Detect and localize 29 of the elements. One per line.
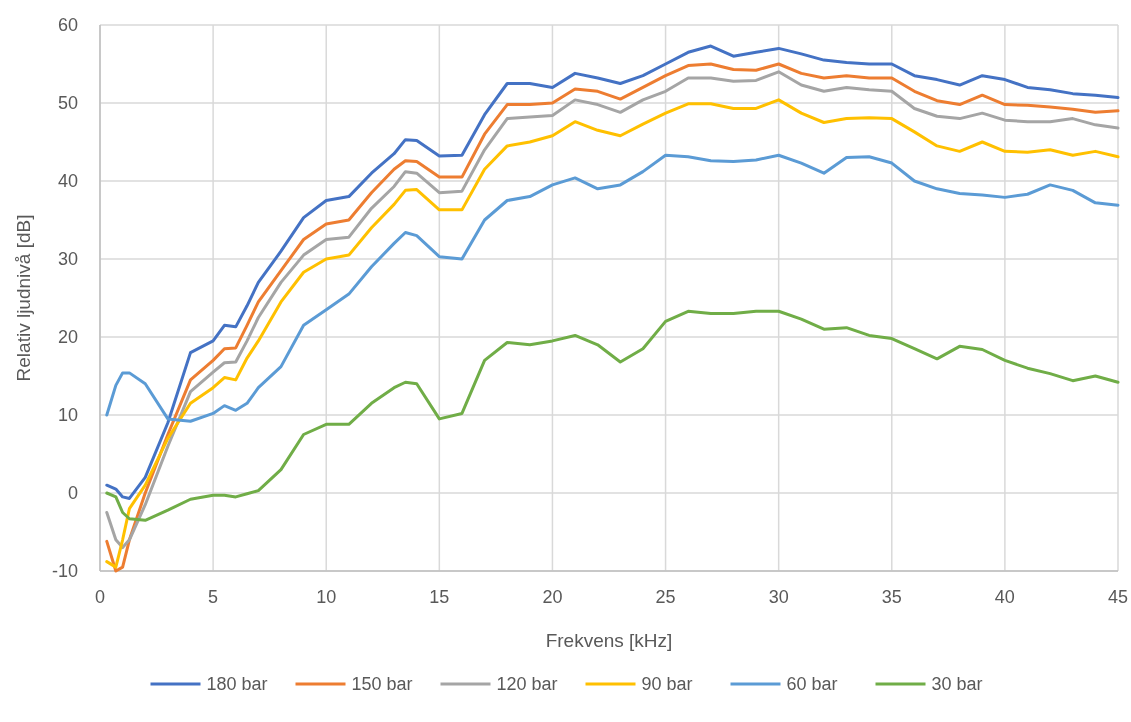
line-series [105, 44, 1120, 500]
legend-label: 60 bar [786, 674, 838, 694]
x-tick-label: 0 [94, 587, 106, 607]
y-axis-title: Relativ ljudnivå [dB] [13, 214, 34, 382]
legend-label: 180 bar [206, 674, 268, 694]
x-tick-label: 25 [655, 587, 676, 607]
x-tick-label: 5 [208, 587, 219, 607]
legend-label: 150 bar [351, 674, 413, 694]
legend-label: 120 bar [496, 674, 558, 694]
x-tick-label: 30 [768, 587, 789, 607]
x-tick-label: 20 [542, 587, 563, 607]
legend-label: 30 bar [931, 674, 983, 694]
y-tick-label: 0 [67, 483, 78, 503]
x-axis-title: Frekvens [kHz] [545, 630, 673, 651]
line-series [105, 153, 1120, 423]
y-tick-label: 60 [57, 15, 78, 35]
x-tick-label: 40 [994, 587, 1015, 607]
y-tick-label: 20 [57, 327, 78, 347]
y-tick-label: 50 [57, 93, 78, 113]
legend-label: 90 bar [641, 674, 693, 694]
y-tick-label: -10 [51, 561, 78, 581]
y-tick-label: 10 [57, 405, 78, 425]
line-series [105, 309, 1120, 522]
y-tick-label: 30 [57, 249, 78, 269]
x-tick-label: 35 [881, 587, 902, 607]
x-tick-label: 45 [1107, 587, 1129, 607]
x-tick-label: 10 [316, 587, 337, 607]
x-tick-label: 15 [429, 587, 450, 607]
y-tick-label: 40 [57, 171, 78, 191]
